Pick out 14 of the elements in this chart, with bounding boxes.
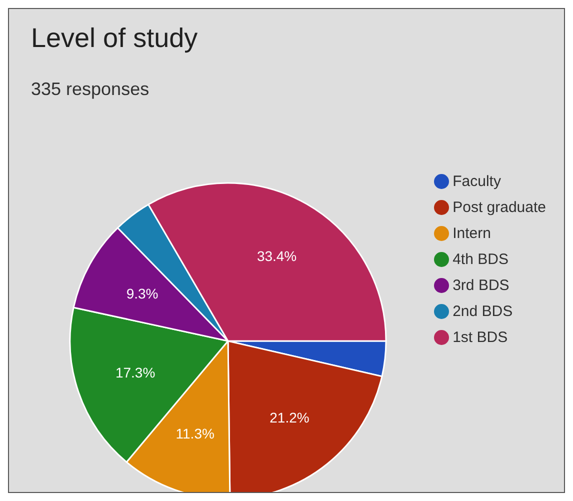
legend-label: 4th BDS <box>452 251 508 268</box>
legend-label: 2nd BDS <box>452 303 513 320</box>
data-label: 21.2% <box>270 409 310 426</box>
chart-subtitle: 335 responses <box>31 79 150 100</box>
data-label: 17.3% <box>115 364 156 381</box>
data-label: 9.3% <box>126 286 158 302</box>
legend-label: 3rd BDS <box>452 277 510 294</box>
data-label: 11.3% <box>176 425 214 442</box>
legend-label: Faculty <box>452 173 501 190</box>
chart-title: Level of study <box>31 23 198 54</box>
data-label: 33.4% <box>256 248 297 264</box>
legend-label: Intern <box>452 225 491 242</box>
legend-label: Post graduate <box>452 199 546 216</box>
legend-label: 1st BDS <box>452 329 508 346</box>
